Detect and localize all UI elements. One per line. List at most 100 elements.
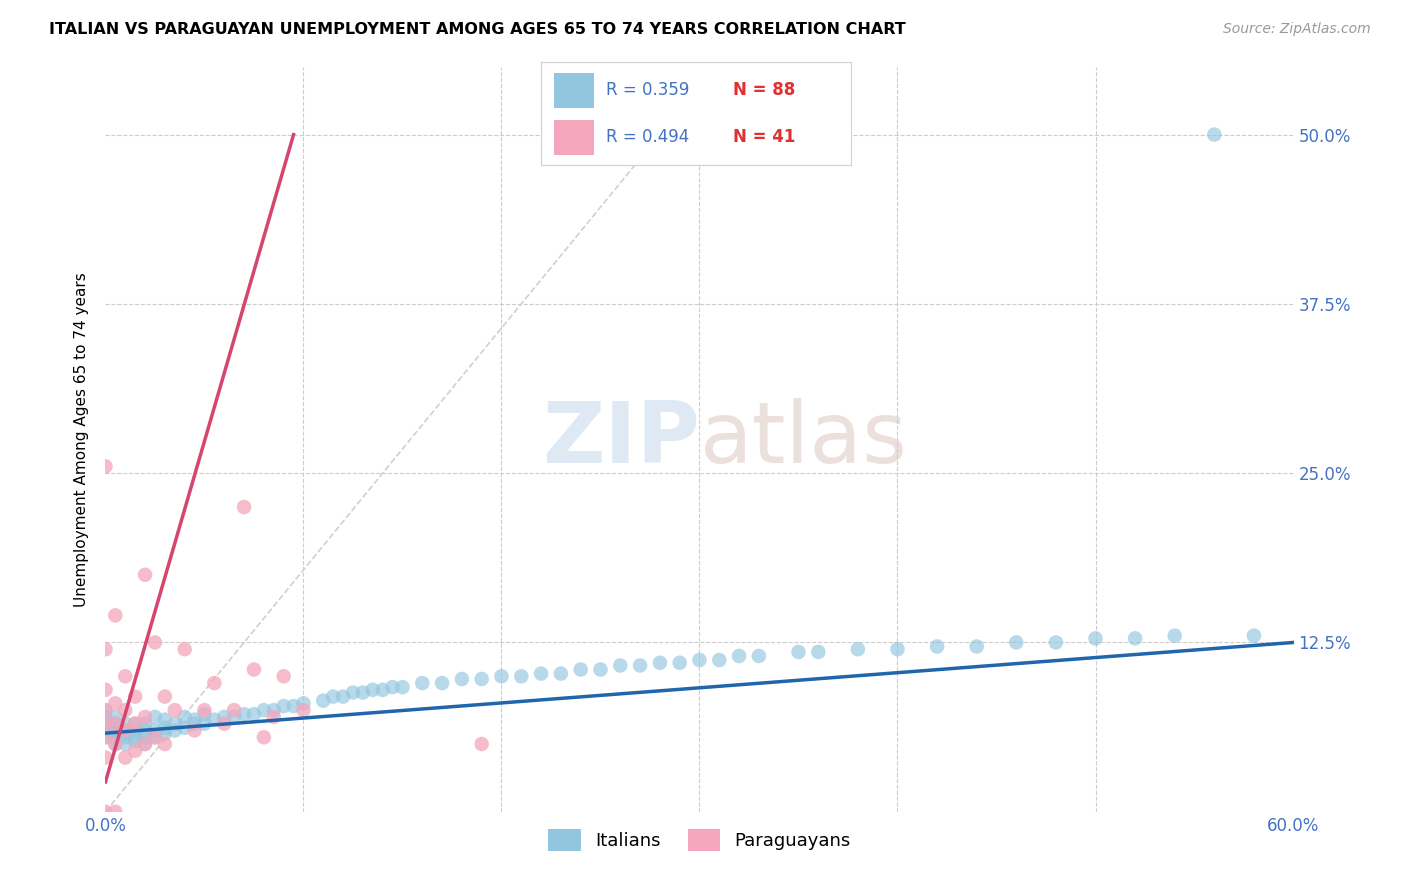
Point xyxy=(104,805,127,819)
Point xyxy=(94,730,117,744)
Point xyxy=(569,663,592,677)
Point xyxy=(1045,635,1067,649)
Point xyxy=(114,750,136,764)
Point xyxy=(273,699,295,714)
Point xyxy=(846,642,869,657)
Point xyxy=(253,730,276,744)
Point xyxy=(233,707,256,722)
Point xyxy=(104,697,127,711)
Point xyxy=(233,500,256,514)
Point xyxy=(143,710,166,724)
Point xyxy=(263,703,285,717)
Point xyxy=(94,703,117,717)
Point xyxy=(94,642,117,657)
Point xyxy=(1243,629,1265,643)
Bar xyxy=(554,73,593,108)
Point xyxy=(153,737,176,751)
Point xyxy=(143,730,166,744)
Point xyxy=(224,710,246,724)
Point xyxy=(243,707,266,722)
Point xyxy=(648,656,671,670)
Point xyxy=(94,459,117,474)
Point xyxy=(134,723,156,738)
Point xyxy=(124,734,146,748)
Point xyxy=(94,716,117,731)
Point xyxy=(1123,632,1146,646)
Point xyxy=(361,682,384,697)
Point xyxy=(609,658,631,673)
Point xyxy=(94,805,117,819)
Point xyxy=(787,645,810,659)
Point xyxy=(114,726,136,740)
Point xyxy=(104,608,127,623)
Point xyxy=(193,707,215,722)
Point xyxy=(114,716,136,731)
Point xyxy=(104,723,127,738)
Point xyxy=(628,658,651,673)
Point xyxy=(193,716,215,731)
Point xyxy=(391,680,413,694)
Point xyxy=(94,682,117,697)
Point xyxy=(966,640,988,654)
Point xyxy=(589,663,612,677)
Point xyxy=(114,730,136,744)
Point xyxy=(430,676,453,690)
Point xyxy=(153,713,176,727)
Point xyxy=(193,703,215,717)
Point xyxy=(925,640,948,654)
Point xyxy=(124,716,146,731)
Point xyxy=(134,567,156,582)
Point xyxy=(668,656,690,670)
Point xyxy=(371,682,394,697)
Point xyxy=(143,723,166,738)
Text: R = 0.359: R = 0.359 xyxy=(606,81,689,99)
Point xyxy=(411,676,433,690)
Point xyxy=(94,750,117,764)
Text: N = 41: N = 41 xyxy=(733,128,796,146)
Bar xyxy=(554,120,593,155)
Point xyxy=(124,730,146,744)
Point xyxy=(143,635,166,649)
Point xyxy=(94,703,117,717)
Text: ZIP: ZIP xyxy=(541,398,700,481)
Point xyxy=(114,669,136,683)
Point xyxy=(728,648,751,663)
Point xyxy=(124,690,146,704)
Point xyxy=(153,721,176,735)
Point xyxy=(104,716,127,731)
Point xyxy=(1084,632,1107,646)
Point xyxy=(352,685,374,699)
Point xyxy=(163,716,186,731)
Point xyxy=(104,737,127,751)
Point xyxy=(183,713,205,727)
Point xyxy=(163,723,186,738)
Point xyxy=(689,653,711,667)
Point xyxy=(163,703,186,717)
Point xyxy=(214,716,236,731)
Point xyxy=(134,730,156,744)
Point xyxy=(263,710,285,724)
Point xyxy=(510,669,533,683)
Point xyxy=(243,663,266,677)
Point xyxy=(202,713,225,727)
Point xyxy=(114,723,136,738)
Legend: Italians, Paraguayans: Italians, Paraguayans xyxy=(541,822,858,859)
Point xyxy=(1005,635,1028,649)
Point xyxy=(124,723,146,738)
Point xyxy=(183,716,205,731)
Point xyxy=(450,672,472,686)
Point xyxy=(134,737,156,751)
Point xyxy=(104,716,127,731)
Point xyxy=(104,710,127,724)
Point xyxy=(886,642,908,657)
Point xyxy=(143,730,166,744)
Point xyxy=(153,726,176,740)
Point xyxy=(292,697,315,711)
Text: R = 0.494: R = 0.494 xyxy=(606,128,689,146)
Point xyxy=(530,666,553,681)
Point xyxy=(381,680,404,694)
Y-axis label: Unemployment Among Ages 65 to 74 years: Unemployment Among Ages 65 to 74 years xyxy=(75,272,90,607)
Point xyxy=(114,703,136,717)
Text: N = 88: N = 88 xyxy=(733,81,796,99)
Point xyxy=(202,676,225,690)
